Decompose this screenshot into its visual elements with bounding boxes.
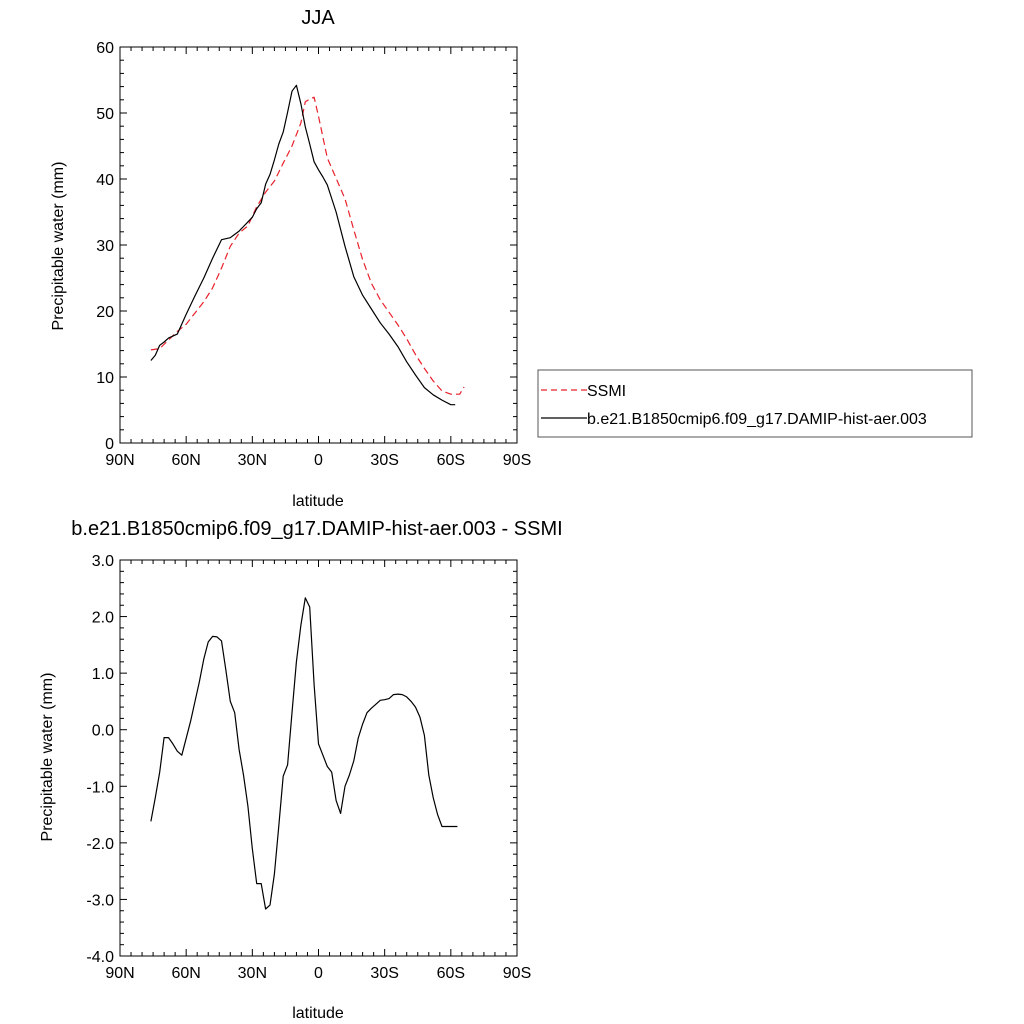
legend-box	[537, 369, 973, 438]
top-chart-xlabel: latitude	[292, 493, 344, 510]
bottom-y-tick-label: 2.0	[92, 610, 114, 627]
top-series-line-0	[150, 96, 465, 395]
bottom-y-tick-label: 3.0	[92, 553, 114, 570]
top-chart-plot-area: 90N 60N 30N 0 30S 60S 90S 0 10 20 30 40 50 60	[96, 40, 531, 469]
top-y-tick-label: 40	[96, 172, 114, 189]
top-x-tick-label: 60S	[437, 452, 465, 469]
top-y-tick-label: 0	[105, 436, 114, 453]
top-x-tick-label: 90N	[105, 452, 134, 469]
bottom-x-tick-label: 60S	[437, 965, 465, 982]
legend: SSMI b.e21.B1850cmip6.f09_g17.DAMIP-hist…	[537, 369, 973, 438]
top-x-tick-label: 30N	[238, 452, 267, 469]
bottom-plot-frame	[119, 559, 518, 957]
top-y-tick-label: 20	[96, 304, 114, 321]
top-x-tick-label: 30S	[370, 452, 398, 469]
bottom-x-tick-label: 30S	[370, 965, 398, 982]
bottom-chart-ylabel: Precipitable water (mm)	[39, 673, 56, 842]
bottom-chart-title: b.e21.B1850cmip6.f09_g17.DAMIP-hist-aer.…	[71, 518, 562, 540]
bottom-chart: b.e21.B1850cmip6.f09_g17.DAMIP-hist-aer.…	[39, 518, 563, 1022]
bottom-series-line-0	[150, 597, 458, 910]
top-chart-ylabel: Precipitable water (mm)	[50, 162, 67, 331]
bottom-x-tick-label: 90S	[503, 965, 531, 982]
bottom-y-tick-label: -2.0	[86, 836, 114, 853]
top-x-tick-label: 60N	[171, 452, 200, 469]
top-y-tick-label: 60	[96, 40, 114, 57]
top-y-tick-label: 10	[96, 370, 114, 387]
top-y-tick-label: 50	[96, 106, 114, 123]
top-y-tick-label: 30	[96, 238, 114, 255]
top-x-tick-label: 90S	[503, 452, 531, 469]
bottom-chart-xlabel: latitude	[292, 1005, 344, 1022]
bottom-y-tick-label: -1.0	[86, 779, 114, 796]
bottom-x-tick-label: 90N	[105, 965, 134, 982]
bottom-chart-plot-area: 90N 60N 30N 0 30S 60S 90S -4.0 -3.0 -2.0 -1.0 0.0 1.…	[86, 553, 531, 982]
top-chart: JJA Precipitable water (mm) latitude 90N…	[50, 7, 531, 510]
bottom-x-tick-label: 60N	[171, 965, 200, 982]
bottom-x-tick-label: 0	[314, 965, 323, 982]
legend-label-ssmi: SSMI	[587, 383, 626, 400]
top-x-tick-label: 0	[314, 452, 323, 469]
top-plot-frame	[119, 46, 518, 444]
top-chart-title: JJA	[301, 7, 335, 29]
bottom-y-tick-label: -3.0	[86, 892, 114, 909]
bottom-y-tick-label: -4.0	[86, 949, 114, 966]
bottom-y-tick-label: 1.0	[92, 666, 114, 683]
bottom-x-tick-label: 30N	[238, 965, 267, 982]
bottom-y-tick-label: 0.0	[92, 723, 114, 740]
top-series-line-1	[150, 84, 456, 406]
legend-label-model: b.e21.B1850cmip6.f09_g17.DAMIP-hist-aer.…	[587, 411, 927, 428]
